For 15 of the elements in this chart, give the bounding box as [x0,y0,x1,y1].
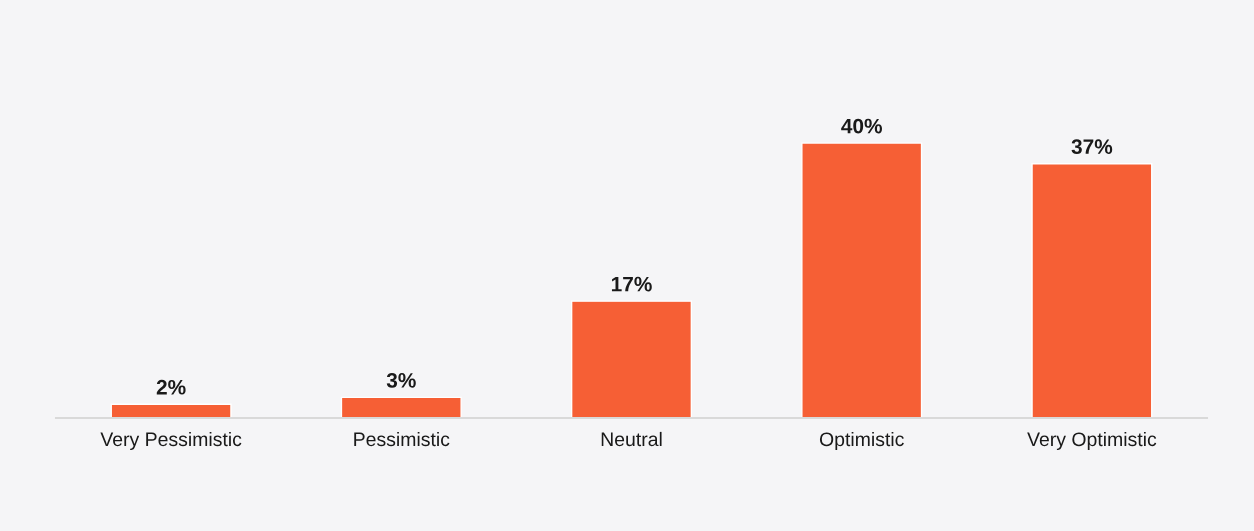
bar [1031,163,1153,418]
data-label: 37% [1071,139,1113,155]
data-label: 3% [386,372,416,388]
x-tick-label: Neutral [601,431,662,447]
x-tick-label: Very Optimistic [1027,431,1157,451]
x-tick-label: Very Pessimistic [100,431,242,451]
bar [340,396,462,418]
x-tick-label: Pessimistic [354,431,450,447]
data-label: 2% [156,379,186,395]
bar [801,142,923,418]
bar [570,300,693,418]
x-tick-label: Optimistic [819,431,904,451]
data-label: 40% [841,118,882,134]
bar [110,403,232,418]
data-label: 17% [611,276,652,292]
